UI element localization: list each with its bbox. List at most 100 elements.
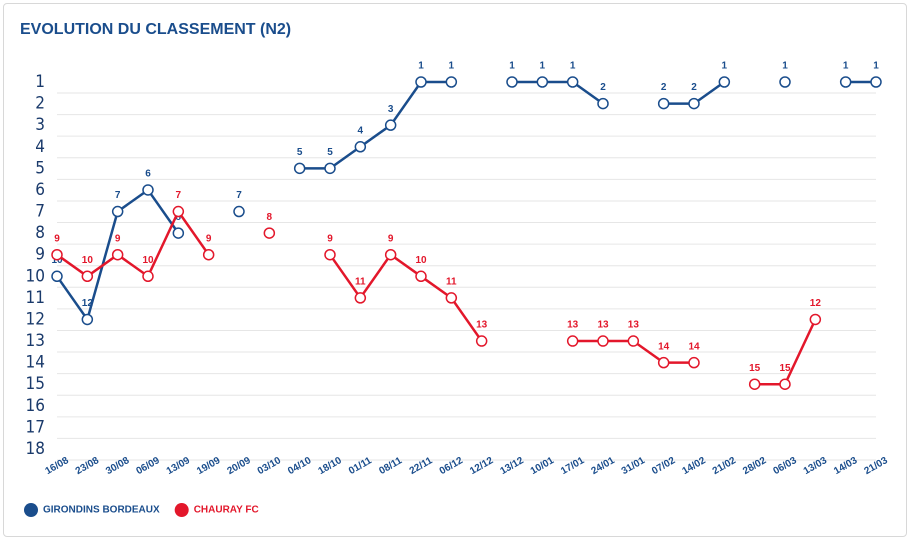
data-label: 7 <box>176 190 182 201</box>
data-point <box>81 270 94 283</box>
x-tick-label: 12/12 <box>468 455 496 477</box>
x-tick-label: 21/02 <box>711 455 739 477</box>
data-point <box>445 76 458 88</box>
data-label: 13 <box>476 320 488 331</box>
legend-marker <box>24 503 38 517</box>
data-label: 5 <box>327 147 333 158</box>
series-line <box>56 209 210 279</box>
data-point <box>81 313 94 326</box>
x-tick-label: 03/10 <box>256 455 284 477</box>
data-point <box>415 76 427 88</box>
data-label: 9 <box>206 233 212 244</box>
x-tick-label: 23/08 <box>74 455 102 477</box>
data-point <box>142 184 154 196</box>
y-tick-label: 14 <box>26 353 45 373</box>
x-tick-label: 14/02 <box>680 455 708 477</box>
x-tick-label: 28/02 <box>741 455 769 477</box>
data-label: 1 <box>418 61 424 72</box>
data-point <box>475 335 488 347</box>
data-point <box>354 292 367 304</box>
series-line <box>299 80 452 170</box>
data-label: 4 <box>358 125 364 136</box>
y-tick-label: 8 <box>35 223 45 243</box>
x-tick-label: 21/03 <box>862 455 890 477</box>
data-label: 1 <box>782 61 788 72</box>
data-label: 10 <box>142 255 154 266</box>
data-label: 1 <box>540 61 546 72</box>
x-tick-label: 08/11 <box>377 455 404 477</box>
data-point <box>779 76 791 88</box>
data-point <box>748 378 761 390</box>
legend-marker <box>174 503 189 517</box>
x-tick-label: 19/09 <box>195 455 223 477</box>
series-line <box>328 252 483 342</box>
y-tick-label: 11 <box>26 288 45 308</box>
x-tick-label: 06/12 <box>438 455 466 477</box>
y-tick-label: 1 <box>35 72 45 92</box>
data-label: 14 <box>658 341 670 352</box>
data-point <box>51 248 63 261</box>
y-tick-label: 6 <box>35 180 45 200</box>
y-tick-label: 17 <box>26 417 45 437</box>
x-tick-label: 22/11 <box>408 455 435 477</box>
data-label: 1 <box>570 61 576 72</box>
data-point <box>263 227 276 239</box>
x-tick-label: 06/03 <box>771 455 799 477</box>
data-point <box>51 270 63 283</box>
data-label: 14 <box>688 341 700 352</box>
data-point <box>506 76 518 88</box>
data-label: 5 <box>297 147 303 158</box>
data-point <box>566 335 579 347</box>
data-point <box>172 205 185 218</box>
data-point <box>718 76 731 88</box>
data-point <box>384 119 397 131</box>
data-label: 2 <box>691 82 697 93</box>
x-tick-label: 07/02 <box>650 455 678 477</box>
data-label: 7 <box>115 190 121 201</box>
data-label: 7 <box>236 190 242 201</box>
data-label: 12 <box>82 298 94 309</box>
data-point <box>597 97 609 110</box>
x-tick-label: 04/10 <box>286 455 314 477</box>
y-tick-label: 15 <box>26 374 45 394</box>
data-point <box>566 76 579 88</box>
data-point <box>839 76 852 88</box>
x-tick-label: 24/01 <box>589 455 617 477</box>
x-tick-label: 31/01 <box>620 455 648 477</box>
x-tick-label: 18/10 <box>316 455 344 477</box>
data-label: 6 <box>145 169 151 180</box>
data-point <box>354 141 367 153</box>
data-point <box>293 162 306 175</box>
y-tick-label: 4 <box>35 137 45 157</box>
x-tick-label: 17/01 <box>559 455 587 477</box>
legend-label: GIRONDINS BORDEAUX <box>43 505 160 516</box>
x-tick-label: 14/03 <box>832 455 860 477</box>
data-label: 2 <box>600 82 606 93</box>
data-label: 13 <box>567 320 579 331</box>
data-point <box>445 292 458 304</box>
data-point <box>142 270 154 283</box>
x-tick-label: 06/09 <box>134 455 162 477</box>
data-label: 10 <box>415 255 427 266</box>
data-label: 13 <box>628 320 640 331</box>
y-tick-label: 12 <box>26 309 45 329</box>
data-label: 10 <box>82 255 94 266</box>
data-point <box>870 76 882 88</box>
data-point <box>324 162 336 175</box>
x-tick-label: 16/08 <box>43 455 71 477</box>
data-label: 1 <box>873 61 879 72</box>
data-point <box>688 356 700 369</box>
data-label: 12 <box>810 298 822 309</box>
y-tick-label: 10 <box>26 266 45 286</box>
data-point <box>233 205 245 218</box>
data-label: 1 <box>722 61 728 72</box>
data-label: 11 <box>446 277 457 288</box>
x-tick-label: 20/09 <box>225 455 253 477</box>
y-tick-label: 16 <box>26 396 45 416</box>
y-tick-label: 2 <box>35 94 45 114</box>
data-label: 8 <box>267 212 273 223</box>
data-point <box>597 335 609 347</box>
x-tick-label: 13/09 <box>165 455 193 477</box>
data-point <box>415 270 427 283</box>
